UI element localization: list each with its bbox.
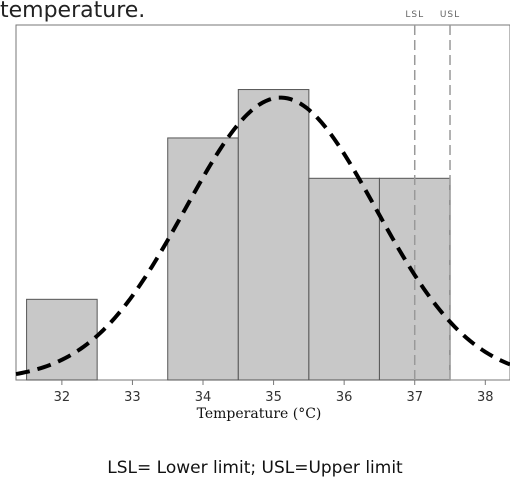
normal-fit-curve: [15, 95, 510, 377]
histogram-bar-0: [26, 298, 98, 381]
histogram-bar-4: [308, 177, 380, 381]
limit-label-usl: USL: [440, 10, 460, 20]
x-tick-label-33: 33: [124, 390, 141, 405]
x-tick-label-32: 32: [54, 390, 71, 405]
x-tick-label-37: 37: [406, 390, 423, 405]
x-tick-label-38: 38: [477, 390, 494, 405]
x-tick-label-35: 35: [265, 390, 282, 405]
x-axis-title: Temperature (°C): [197, 406, 322, 422]
x-tick-label-36: 36: [336, 390, 353, 405]
limit-label-lsl: LSL: [405, 10, 424, 20]
footnote: LSL= Lower limit; USL=Upper limit: [107, 458, 403, 478]
x-tick-label-34: 34: [195, 390, 212, 405]
histogram-bar-2: [167, 137, 239, 381]
histogram-bar-3: [237, 89, 310, 381]
caption-fragment: temperature.: [0, 0, 146, 23]
